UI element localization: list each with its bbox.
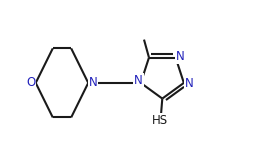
Text: N: N: [176, 50, 185, 63]
Text: N: N: [134, 74, 143, 87]
Text: O: O: [26, 76, 35, 89]
Text: HS: HS: [152, 114, 168, 127]
Text: N: N: [88, 76, 97, 89]
Text: N: N: [184, 77, 193, 90]
